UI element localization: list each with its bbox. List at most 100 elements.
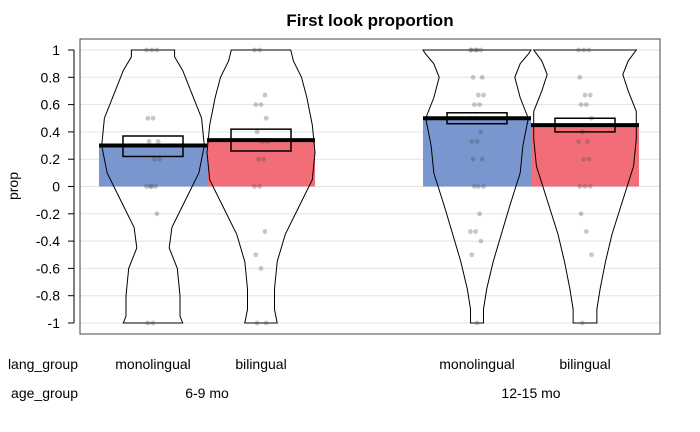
plot-border xyxy=(79,38,661,335)
bars xyxy=(99,118,639,187)
lang-group-label: monolingual xyxy=(115,356,191,372)
data-point xyxy=(481,184,486,189)
data-point xyxy=(576,139,581,144)
mean-lines xyxy=(99,116,639,148)
data-point xyxy=(257,47,263,53)
data-point xyxy=(577,74,583,80)
data-point xyxy=(263,320,269,326)
data-point xyxy=(258,102,264,107)
data-point xyxy=(478,238,484,244)
data-point xyxy=(475,184,481,189)
data-point xyxy=(252,184,257,189)
violin-monolingual-0 xyxy=(101,49,205,324)
data-point xyxy=(578,211,584,217)
age-group-label: 12-15 mo xyxy=(501,385,560,401)
y-tick-label: 1 xyxy=(52,42,60,58)
data-point xyxy=(145,320,151,326)
data-point xyxy=(468,47,473,53)
data-point xyxy=(468,229,473,234)
bar-bilingual-1 xyxy=(531,125,639,187)
x-axis-labels: monolingual bilingual 6-9 mo monolingual bil… xyxy=(8,356,611,401)
data-point xyxy=(580,320,585,326)
data-point xyxy=(262,229,268,234)
data-point xyxy=(148,184,153,189)
y-tick-label: -0.2 xyxy=(36,206,60,222)
data-point xyxy=(585,139,590,144)
bar-monolingual-1 xyxy=(423,118,531,187)
data-point xyxy=(473,229,479,234)
data-point xyxy=(477,211,482,217)
data-point xyxy=(469,139,475,144)
data-points xyxy=(144,47,594,326)
data-point xyxy=(582,184,588,189)
data-point xyxy=(469,47,475,53)
data-point xyxy=(586,156,592,162)
data-point xyxy=(473,47,479,53)
y-tick-label: -1 xyxy=(48,315,61,331)
data-point xyxy=(253,102,259,107)
data-point xyxy=(144,184,149,189)
lang-group-label: bilingual xyxy=(559,356,610,372)
data-point xyxy=(587,184,593,189)
data-point xyxy=(589,252,594,258)
data-point xyxy=(154,211,160,217)
data-point xyxy=(583,229,589,234)
data-point xyxy=(144,47,149,53)
data-point xyxy=(154,47,160,53)
age-group-label: 6-9 mo xyxy=(185,385,229,401)
data-point xyxy=(581,47,587,53)
data-point xyxy=(157,156,162,162)
data-point xyxy=(586,47,592,53)
data-point xyxy=(262,92,268,98)
violin-bilingual-0 xyxy=(206,49,316,324)
data-point xyxy=(256,156,261,162)
bar-bilingual-0 xyxy=(207,140,315,187)
data-point xyxy=(477,102,482,107)
lang-group-factor-label: lang_group xyxy=(8,356,78,372)
data-point xyxy=(479,156,485,162)
lang-group-label: monolingual xyxy=(439,356,515,372)
data-point xyxy=(145,115,151,121)
data-point xyxy=(155,139,161,144)
data-point xyxy=(474,47,480,53)
data-point xyxy=(151,156,157,162)
data-point xyxy=(263,115,269,121)
lang-group-label: bilingual xyxy=(235,356,286,372)
data-point xyxy=(472,102,477,107)
violin-bilingual-1 xyxy=(532,49,638,324)
y-tick-label: 0 xyxy=(52,179,60,195)
bar-monolingual-0 xyxy=(99,145,207,187)
y-tick-label: -0.6 xyxy=(36,260,60,276)
violins xyxy=(101,49,638,324)
data-point xyxy=(253,252,259,258)
data-point xyxy=(474,320,480,326)
y-tick-label: -0.4 xyxy=(36,233,60,249)
data-point xyxy=(587,92,593,98)
violin-monolingual-1 xyxy=(422,49,532,324)
data-point xyxy=(582,92,588,98)
data-point xyxy=(577,184,583,189)
y-axis: -1 -0.8 -0.6 -0.4 -0.2 0 0.2 0.4 0.6 0.8 1 xyxy=(36,42,75,331)
data-point xyxy=(583,102,589,107)
data-point xyxy=(478,129,484,135)
y-tick-label: 0.2 xyxy=(41,151,61,167)
y-tick-label: 0.8 xyxy=(41,69,61,85)
data-point xyxy=(470,156,476,162)
data-point xyxy=(472,184,477,189)
data-point xyxy=(254,129,260,135)
chart-title: First look proportion xyxy=(286,11,453,30)
data-point xyxy=(481,92,486,98)
y-axis-label: prop xyxy=(5,172,21,200)
data-point xyxy=(149,184,155,189)
data-point xyxy=(470,74,476,80)
data-point xyxy=(581,156,587,162)
data-point xyxy=(252,47,257,53)
data-point xyxy=(146,139,152,144)
y-tick-label: 0.4 xyxy=(41,124,61,140)
age-group-factor-label: age_group xyxy=(11,385,78,401)
data-point xyxy=(578,102,584,107)
data-point xyxy=(257,184,263,189)
y-tick-label: -0.8 xyxy=(36,288,60,304)
data-point xyxy=(479,74,485,80)
